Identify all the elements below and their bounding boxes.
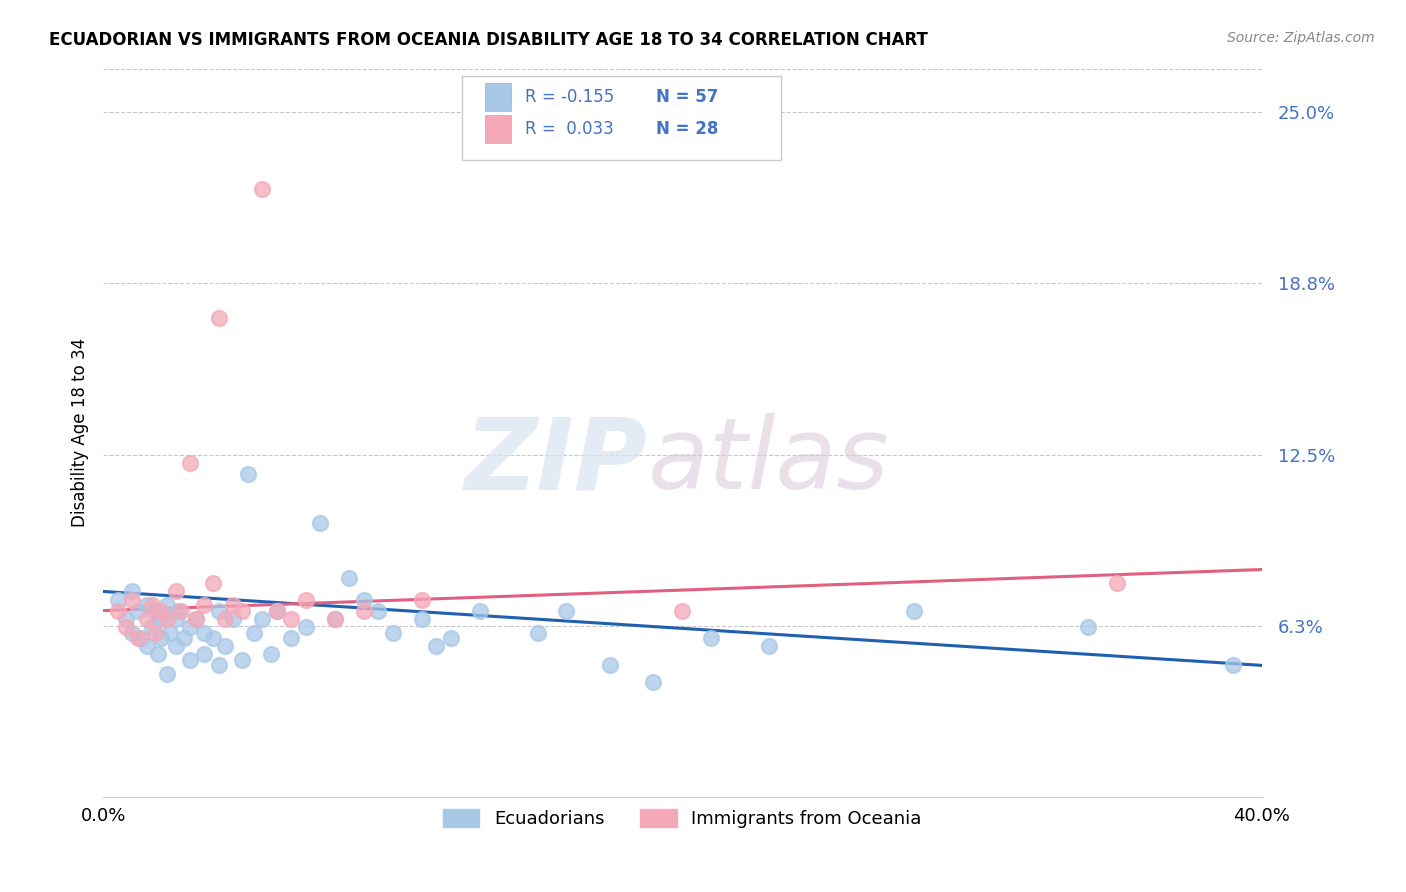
Point — [323, 612, 346, 626]
Point — [165, 612, 187, 626]
Point — [526, 625, 548, 640]
Point — [184, 612, 207, 626]
Point — [411, 612, 433, 626]
Point — [309, 516, 332, 530]
FancyBboxPatch shape — [463, 76, 780, 160]
Point — [115, 620, 138, 634]
Point — [1105, 576, 1128, 591]
Point — [280, 631, 302, 645]
Point — [252, 612, 274, 626]
Point — [129, 631, 152, 645]
Point — [107, 604, 129, 618]
Point — [353, 592, 375, 607]
Point — [165, 639, 187, 653]
Legend: Ecuadorians, Immigrants from Oceania: Ecuadorians, Immigrants from Oceania — [436, 801, 928, 835]
Point — [150, 631, 173, 645]
Point — [173, 631, 195, 645]
Point — [1222, 658, 1244, 673]
Point — [208, 310, 231, 325]
Point — [555, 604, 578, 618]
Point — [1077, 620, 1099, 634]
Point — [280, 612, 302, 626]
Point — [115, 612, 138, 626]
Point — [135, 598, 157, 612]
Point — [222, 612, 245, 626]
Point — [643, 674, 665, 689]
Point — [295, 620, 318, 634]
Point — [231, 604, 253, 618]
Point — [146, 648, 169, 662]
Point — [156, 612, 179, 626]
Y-axis label: Disability Age 18 to 34: Disability Age 18 to 34 — [72, 338, 89, 527]
Point — [214, 612, 236, 626]
Point — [468, 604, 491, 618]
Point — [121, 584, 143, 599]
Point — [170, 604, 193, 618]
Point — [700, 631, 723, 645]
Point — [143, 625, 166, 640]
Point — [323, 612, 346, 626]
Text: N = 57: N = 57 — [655, 88, 718, 106]
Text: R = -0.155: R = -0.155 — [524, 88, 614, 106]
Point — [135, 612, 157, 626]
Point — [231, 653, 253, 667]
Point — [208, 658, 231, 673]
Point — [222, 598, 245, 612]
Point — [758, 639, 780, 653]
Point — [193, 625, 215, 640]
Point — [165, 584, 187, 599]
Bar — [485, 115, 510, 143]
Point — [150, 604, 173, 618]
Point — [252, 182, 274, 196]
Bar — [485, 83, 510, 111]
Point — [202, 631, 225, 645]
Text: atlas: atlas — [648, 413, 889, 510]
Point — [184, 612, 207, 626]
Point — [193, 648, 215, 662]
Point — [208, 604, 231, 618]
Point — [107, 592, 129, 607]
Point — [121, 592, 143, 607]
Point — [159, 625, 181, 640]
Point — [150, 612, 173, 626]
Point — [141, 620, 163, 634]
Point — [266, 604, 288, 618]
Point — [266, 604, 288, 618]
Point — [599, 658, 621, 673]
Point — [236, 467, 259, 481]
Text: ZIP: ZIP — [464, 413, 648, 510]
Point — [411, 592, 433, 607]
Point — [425, 639, 447, 653]
Text: Source: ZipAtlas.com: Source: ZipAtlas.com — [1227, 31, 1375, 45]
Point — [141, 598, 163, 612]
Point — [179, 653, 201, 667]
Point — [337, 571, 360, 585]
Point — [193, 598, 215, 612]
Point — [214, 639, 236, 653]
Point — [671, 604, 693, 618]
Point — [167, 604, 190, 618]
Point — [121, 625, 143, 640]
Point — [179, 620, 201, 634]
Text: ECUADORIAN VS IMMIGRANTS FROM OCEANIA DISABILITY AGE 18 TO 34 CORRELATION CHART: ECUADORIAN VS IMMIGRANTS FROM OCEANIA DI… — [49, 31, 928, 49]
Text: N = 28: N = 28 — [655, 120, 718, 138]
Point — [127, 631, 149, 645]
Point — [353, 604, 375, 618]
Point — [367, 604, 389, 618]
Point — [242, 625, 264, 640]
Point — [440, 631, 463, 645]
Point — [127, 604, 149, 618]
Text: R =  0.033: R = 0.033 — [524, 120, 613, 138]
Point — [179, 456, 201, 470]
Point — [156, 598, 179, 612]
Point — [295, 592, 318, 607]
Point — [156, 666, 179, 681]
Point — [260, 648, 283, 662]
Point — [135, 639, 157, 653]
Point — [381, 625, 404, 640]
Point — [202, 576, 225, 591]
Point — [143, 604, 166, 618]
Point — [903, 604, 925, 618]
